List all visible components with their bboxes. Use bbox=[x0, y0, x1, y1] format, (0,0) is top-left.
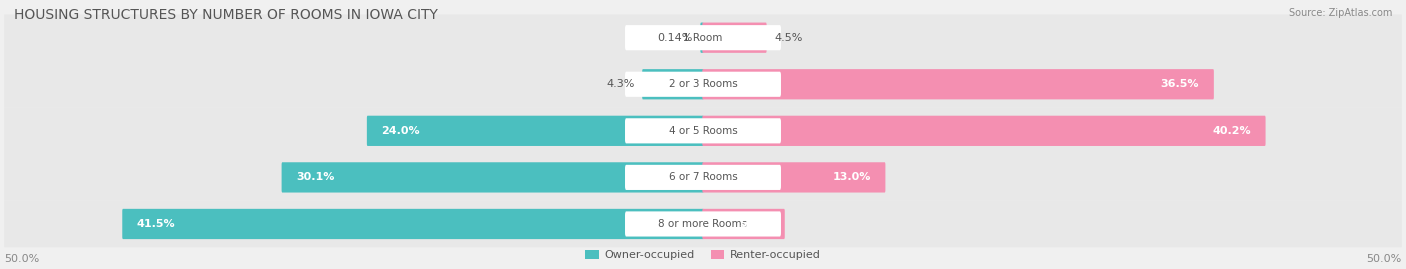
Text: Source: ZipAtlas.com: Source: ZipAtlas.com bbox=[1288, 8, 1392, 18]
Text: 50.0%: 50.0% bbox=[4, 254, 39, 264]
FancyBboxPatch shape bbox=[700, 23, 703, 53]
Text: HOUSING STRUCTURES BY NUMBER OF ROOMS IN IOWA CITY: HOUSING STRUCTURES BY NUMBER OF ROOMS IN… bbox=[14, 8, 437, 22]
FancyBboxPatch shape bbox=[4, 61, 1402, 108]
Text: 8 or more Rooms: 8 or more Rooms bbox=[658, 219, 748, 229]
FancyBboxPatch shape bbox=[643, 69, 703, 100]
Text: 36.5%: 36.5% bbox=[1161, 79, 1199, 89]
FancyBboxPatch shape bbox=[4, 108, 1402, 154]
Text: 4.3%: 4.3% bbox=[606, 79, 634, 89]
FancyBboxPatch shape bbox=[4, 15, 1402, 61]
Text: 30.1%: 30.1% bbox=[297, 172, 335, 182]
Legend: Owner-occupied, Renter-occupied: Owner-occupied, Renter-occupied bbox=[581, 245, 825, 265]
Text: 5.8%: 5.8% bbox=[740, 219, 770, 229]
FancyBboxPatch shape bbox=[626, 211, 780, 236]
FancyBboxPatch shape bbox=[703, 209, 785, 239]
Text: 0.14%: 0.14% bbox=[657, 33, 693, 43]
Text: 1 Room: 1 Room bbox=[683, 33, 723, 43]
FancyBboxPatch shape bbox=[626, 72, 780, 97]
Text: 4.5%: 4.5% bbox=[775, 33, 803, 43]
Text: 2 or 3 Rooms: 2 or 3 Rooms bbox=[669, 79, 737, 89]
FancyBboxPatch shape bbox=[626, 118, 780, 143]
FancyBboxPatch shape bbox=[4, 154, 1402, 201]
FancyBboxPatch shape bbox=[281, 162, 703, 193]
FancyBboxPatch shape bbox=[122, 209, 703, 239]
Text: 41.5%: 41.5% bbox=[136, 219, 176, 229]
Text: 40.2%: 40.2% bbox=[1212, 126, 1251, 136]
Text: 6 or 7 Rooms: 6 or 7 Rooms bbox=[669, 172, 737, 182]
Text: 13.0%: 13.0% bbox=[832, 172, 870, 182]
FancyBboxPatch shape bbox=[626, 25, 780, 50]
FancyBboxPatch shape bbox=[703, 162, 886, 193]
FancyBboxPatch shape bbox=[626, 165, 780, 190]
FancyBboxPatch shape bbox=[703, 23, 766, 53]
Text: 4 or 5 Rooms: 4 or 5 Rooms bbox=[669, 126, 737, 136]
FancyBboxPatch shape bbox=[4, 201, 1402, 247]
Text: 50.0%: 50.0% bbox=[1367, 254, 1402, 264]
FancyBboxPatch shape bbox=[367, 116, 703, 146]
FancyBboxPatch shape bbox=[703, 116, 1265, 146]
FancyBboxPatch shape bbox=[703, 69, 1213, 100]
Text: 24.0%: 24.0% bbox=[381, 126, 420, 136]
